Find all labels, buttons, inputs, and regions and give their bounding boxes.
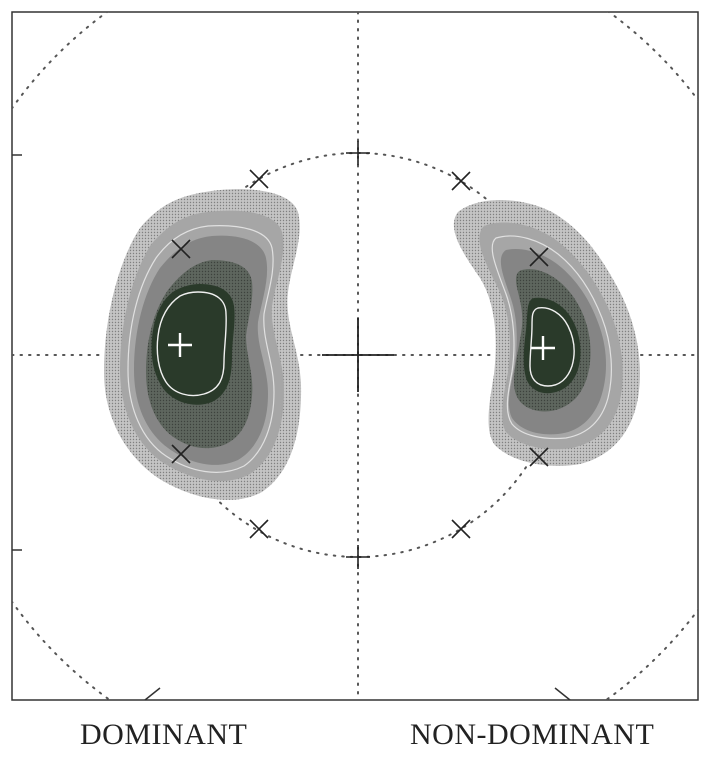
non-dominant-contour-map (453, 200, 640, 467)
dominant-centroid-marker (168, 333, 192, 357)
dominant-label: DOMINANT (80, 718, 248, 751)
non-dominant-label: NON-DOMINANT (410, 718, 655, 751)
center-cross (322, 318, 394, 392)
dominant-contour-map (104, 189, 302, 500)
frame-edge-ticks (12, 154, 571, 701)
inner-circle-plus-marks (346, 141, 370, 569)
inner-circle-x-marks (249, 169, 471, 539)
non-dominant-centroid-marker (531, 336, 555, 360)
